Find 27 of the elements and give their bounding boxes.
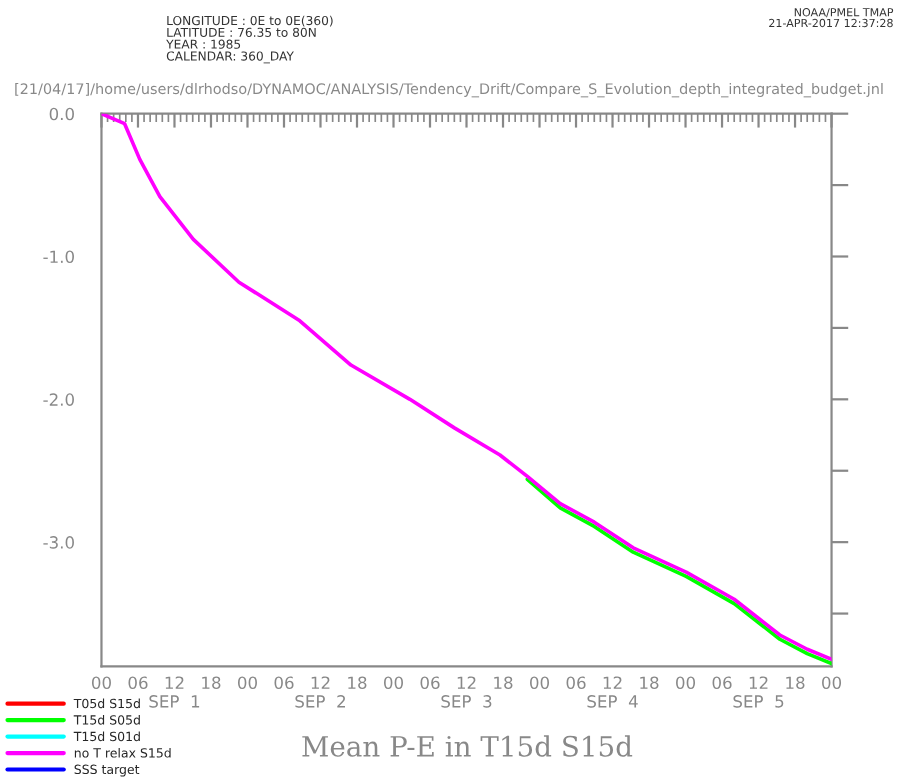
x-tick-label: 12 SEP 2 <box>295 676 346 708</box>
x-tick-label: 12 SEP 1 <box>149 676 200 708</box>
x-tick-label: 12 SEP 3 <box>441 676 492 708</box>
y-tick-label: -3.0 <box>43 536 74 549</box>
x-tick-label: 06 <box>420 676 440 690</box>
x-tick-label: 06 <box>566 676 586 690</box>
x-tick-label: 18 <box>786 676 805 690</box>
x-tick-label: 06 <box>128 676 148 690</box>
x-tick-label: 18 <box>348 676 367 690</box>
y-tick-label: -2.0 <box>43 393 74 406</box>
x-tick-label: 00 <box>384 676 403 690</box>
x-tick-label: 00 <box>676 676 696 690</box>
x-tick-label: 06 <box>274 676 294 690</box>
line-series <box>525 477 832 666</box>
y-tick-label: 0.0 <box>49 107 74 121</box>
x-tick-label: 18 <box>640 676 659 690</box>
x-tick-label: 18 <box>202 676 221 690</box>
x-tick-label: 00 <box>237 676 257 690</box>
x-tick-label: 00 <box>530 676 550 690</box>
x-tick-label: 18 <box>494 676 513 690</box>
x-tick-label: 12 SEP 5 <box>733 676 784 708</box>
text: Mean P-E in T15d S15d <box>302 735 633 757</box>
x-tick-label: 00 <box>822 676 842 690</box>
x-tick-label: 00 <box>91 676 111 690</box>
x-tick-label: 06 <box>712 676 732 690</box>
x-tick-label: 12 SEP 4 <box>587 676 638 708</box>
y-tick-label: -1.0 <box>43 250 74 264</box>
